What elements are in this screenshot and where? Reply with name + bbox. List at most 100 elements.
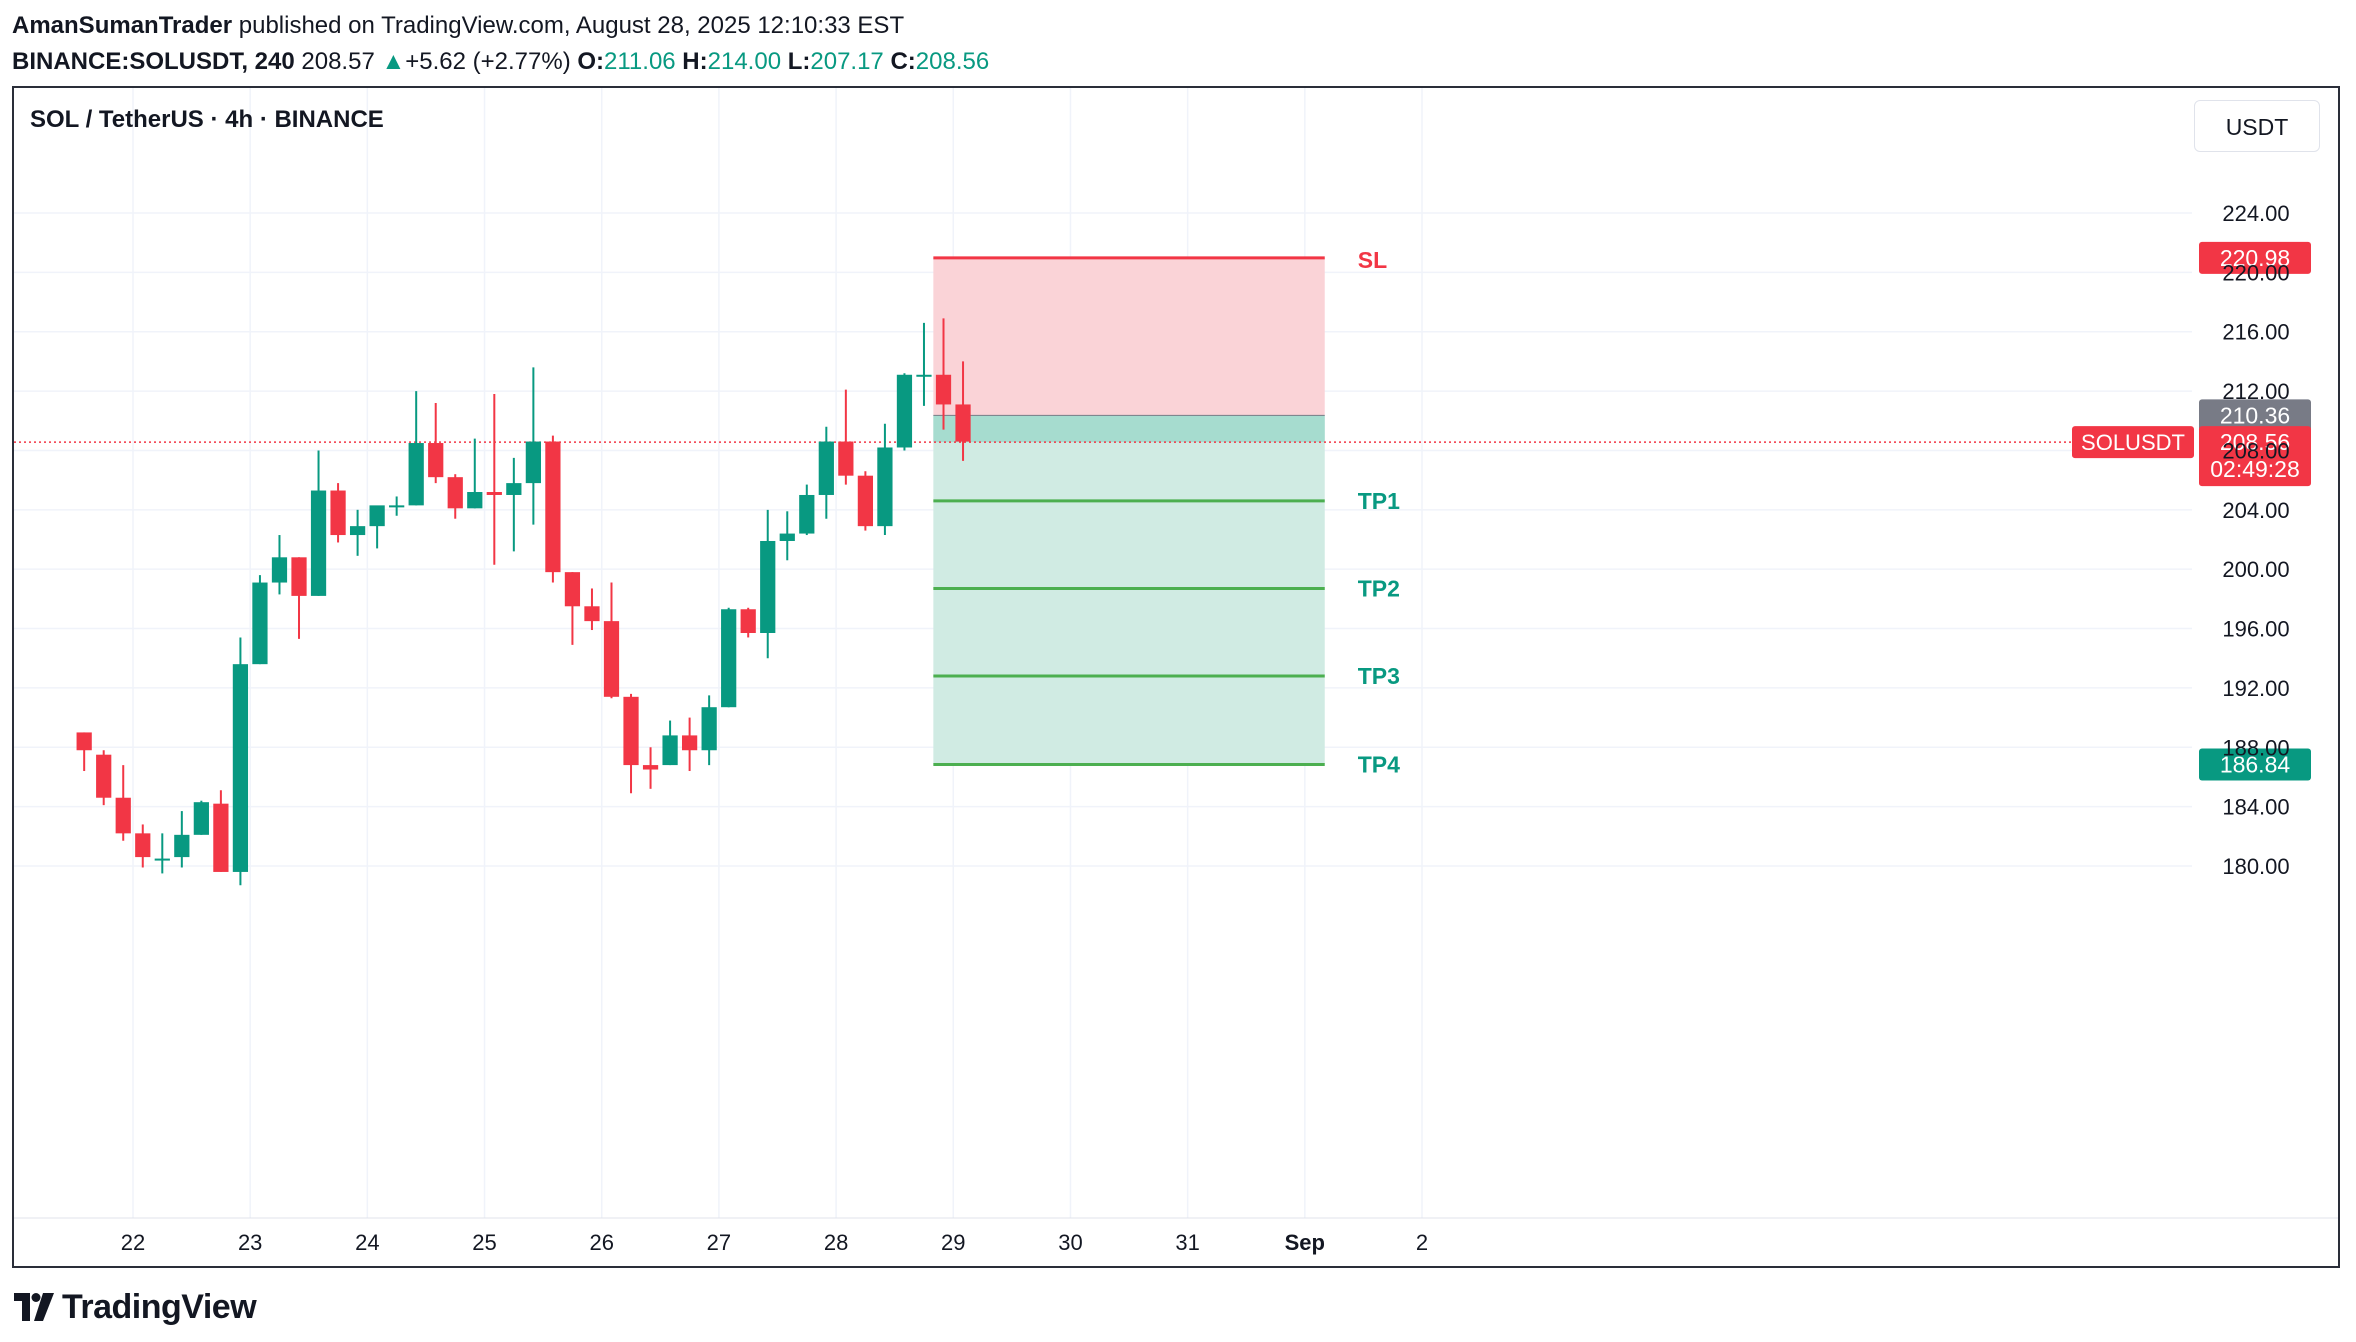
candle-body: [115, 797, 131, 834]
candle[interactable]: [955, 361, 971, 461]
candle[interactable]: [389, 496, 405, 516]
candle[interactable]: [291, 557, 307, 639]
candle[interactable]: [174, 811, 190, 868]
candle-body: [564, 572, 581, 607]
candle[interactable]: [154, 833, 170, 874]
currency-button[interactable]: USDT: [2194, 100, 2320, 152]
candle[interactable]: [681, 717, 698, 772]
candle[interactable]: [701, 695, 717, 766]
candle-body: [662, 735, 678, 766]
candle-body: [193, 802, 209, 835]
candle-body: [369, 505, 385, 527]
take-profit-label: TP4: [1358, 751, 1400, 777]
x-tick-label: 30: [1058, 1230, 1082, 1255]
candle-body: [818, 441, 834, 495]
x-tick-label: 2: [1416, 1230, 1428, 1255]
y-tick-label: 204.00: [2222, 498, 2289, 523]
candle-body: [955, 404, 971, 442]
candle[interactable]: [799, 484, 815, 536]
candle[interactable]: [545, 435, 561, 583]
take-profit-label: TP2: [1358, 575, 1400, 601]
candle-body: [486, 492, 502, 495]
x-tick-label: 23: [238, 1230, 262, 1255]
candle[interactable]: [760, 509, 776, 659]
stop-loss-zone[interactable]: [933, 257, 1325, 416]
symbol-price-tag: [2072, 426, 2194, 459]
candle[interactable]: [603, 582, 620, 699]
chart-header: AmanSumanTrader published on TradingView…: [12, 8, 989, 80]
candle[interactable]: [877, 423, 893, 536]
author-name[interactable]: AmanSumanTrader: [12, 12, 233, 39]
last-price-badge: [2199, 426, 2311, 487]
candle[interactable]: [467, 438, 483, 509]
candle-body: [447, 477, 463, 509]
candle-body: [76, 732, 92, 751]
open-label: O:: [570, 48, 605, 75]
candle[interactable]: [96, 750, 112, 806]
candle[interactable]: [564, 572, 581, 645]
candle[interactable]: [135, 824, 151, 868]
candle[interactable]: [935, 318, 952, 430]
candle-body: [623, 696, 639, 766]
tradingview-logo[interactable]: TradingView: [14, 1285, 257, 1329]
chart-pane[interactable]: TP1 TP2 TP3 TP4 SL 220.98 210.36 186.84 208.56 02…: [12, 86, 2340, 1268]
candle-body: [799, 494, 815, 534]
candle[interactable]: [584, 588, 600, 631]
candle[interactable]: [779, 511, 795, 561]
candle[interactable]: [662, 720, 678, 766]
candle[interactable]: [486, 394, 502, 565]
x-tick-label: 29: [941, 1230, 965, 1255]
candle-body: [545, 441, 561, 573]
candle[interactable]: [76, 732, 92, 772]
candle[interactable]: [252, 575, 268, 665]
candle[interactable]: [896, 373, 913, 451]
x-tick-label: 24: [355, 1230, 379, 1255]
candle[interactable]: [271, 535, 288, 595]
candle[interactable]: [506, 457, 522, 552]
candle-body: [310, 490, 327, 596]
candle[interactable]: [740, 607, 756, 638]
candle[interactable]: [213, 790, 229, 872]
candle-body: [467, 492, 483, 509]
candle-body: [506, 483, 522, 495]
candle[interactable]: [818, 426, 834, 519]
candle[interactable]: [916, 322, 932, 406]
y-tick-label: 224.00: [2222, 201, 2289, 226]
candle[interactable]: [623, 693, 639, 794]
candle-body: [525, 441, 541, 484]
y-tick-label: 200.00: [2222, 557, 2289, 582]
x-tick-label: 31: [1175, 1230, 1199, 1255]
candle[interactable]: [310, 450, 327, 596]
candle[interactable]: [857, 471, 874, 531]
candle[interactable]: [721, 607, 737, 708]
candle[interactable]: [642, 747, 659, 789]
candlestick-chart[interactable]: TP1 TP2 TP3 TP4 SL 220.98 210.36 186.84 208.5602…: [14, 88, 2340, 1268]
candle[interactable]: [447, 474, 463, 519]
candle[interactable]: [838, 389, 854, 485]
x-tick-label: 25: [472, 1230, 496, 1255]
candle-body: [877, 447, 893, 527]
close-label: C:: [883, 48, 916, 75]
candle-body: [721, 609, 737, 708]
candle-body: [349, 526, 366, 536]
candle[interactable]: [369, 505, 385, 549]
candle[interactable]: [193, 800, 209, 835]
up-triangle-icon: ▲: [381, 48, 406, 75]
candle-body: [174, 834, 190, 858]
take-profit-label: TP1: [1358, 488, 1400, 514]
candle[interactable]: [115, 765, 131, 841]
candle-body: [213, 803, 229, 872]
tp4-price-badge-text: 186.84: [2220, 751, 2291, 777]
candle[interactable]: [525, 367, 541, 525]
entry-to-price-zone: [933, 415, 1325, 443]
candle[interactable]: [349, 509, 366, 556]
candle-body: [896, 374, 913, 448]
symbol-interval: BINANCE:SOLUSDT, 240: [12, 48, 295, 75]
candle[interactable]: [428, 402, 444, 484]
candle[interactable]: [232, 637, 249, 886]
candle[interactable]: [408, 391, 424, 506]
stop-loss-price-badge: [2199, 241, 2311, 274]
candle-body: [232, 664, 249, 872]
candle[interactable]: [330, 483, 346, 543]
open-value: 211.06: [604, 48, 676, 75]
